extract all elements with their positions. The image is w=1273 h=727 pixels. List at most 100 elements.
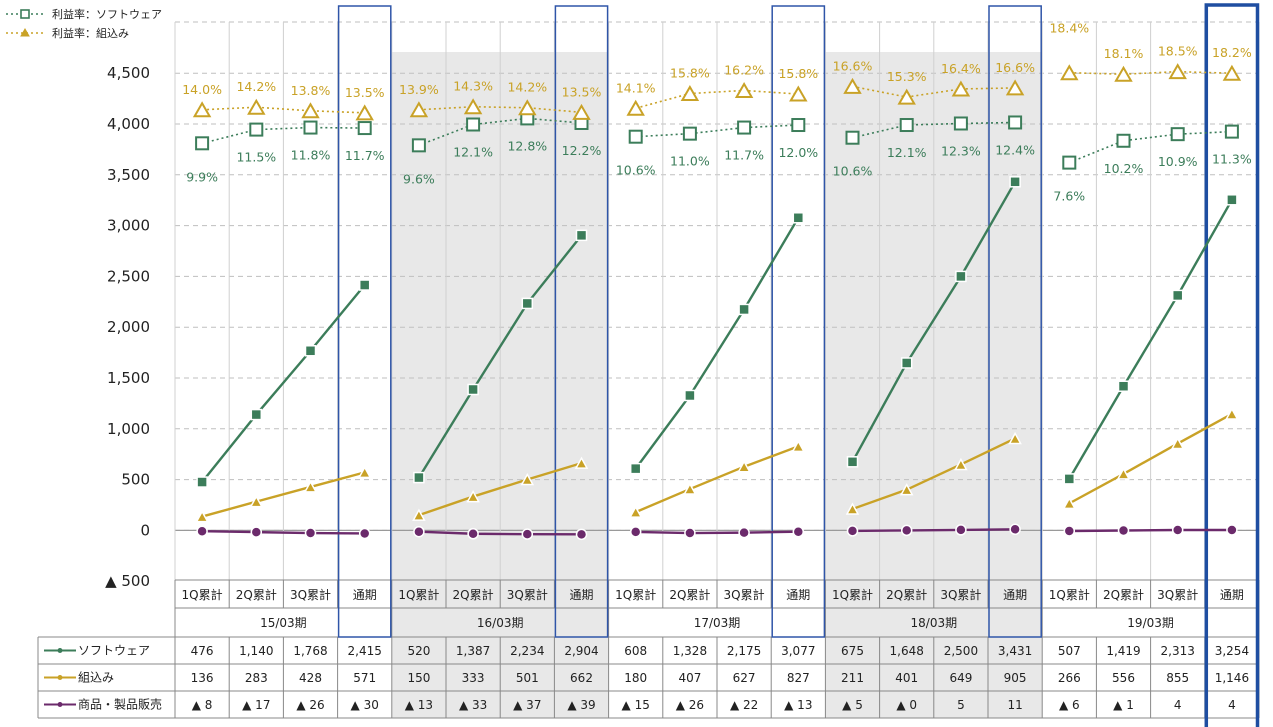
y-tick-label: 1,000 <box>107 420 150 438</box>
data-point <box>629 462 642 475</box>
series-line <box>1068 412 1233 505</box>
table-cell: 476 <box>191 644 214 658</box>
table-legend-marker <box>57 648 63 653</box>
margin-data-label: 11.7% <box>345 148 385 163</box>
category-label: 2Q累計 <box>453 587 494 602</box>
data-point <box>682 126 697 141</box>
data-point <box>626 99 645 116</box>
data-point <box>1222 64 1242 81</box>
table-cell: ▲ 15 <box>622 698 650 712</box>
category-label: 2Q累計 <box>1103 587 1144 602</box>
data-point <box>250 526 263 538</box>
category-label: 2Q累計 <box>236 587 277 602</box>
category-label: 1Q累計 <box>1049 587 1090 602</box>
margin-data-label: 11.3% <box>1212 152 1252 167</box>
margin-data-label: 9.9% <box>186 169 218 184</box>
data-point <box>846 456 859 468</box>
table-cell: 501 <box>516 671 539 685</box>
table-cell: ▲ 8 <box>192 698 213 712</box>
legend-label: 利益率：組込み <box>52 26 129 40</box>
period-label: 16/03期 <box>477 616 524 630</box>
series-line <box>418 461 582 517</box>
data-point <box>792 212 805 224</box>
y-tick-label: ▲ 500 <box>105 572 150 590</box>
table-cell: 1,648 <box>890 644 924 658</box>
data-point <box>1170 436 1185 450</box>
data-point <box>521 528 534 540</box>
table-cell: 150 <box>407 671 430 685</box>
table-cell: 2,234 <box>510 644 544 658</box>
series-line <box>417 234 583 479</box>
margin-data-label: 13.8% <box>291 83 331 98</box>
table-cell: 1,387 <box>456 644 490 658</box>
margin-data-label: 13.5% <box>345 85 385 100</box>
data-point <box>1005 79 1025 96</box>
data-point <box>192 101 212 118</box>
data-point <box>951 80 971 97</box>
data-point <box>358 527 371 540</box>
margin-data-label: 12.8% <box>507 138 547 153</box>
margin-data-label: 9.6% <box>403 171 435 186</box>
table-row-label: 商品・製品販売 <box>78 697 162 712</box>
table-cell: 3,254 <box>1215 644 1249 658</box>
data-point <box>1008 431 1022 445</box>
data-point <box>1225 407 1239 420</box>
margin-line <box>852 121 1016 139</box>
y-tick-label: 3,000 <box>107 217 150 235</box>
data-point <box>629 526 642 538</box>
table-cell: 211 <box>841 671 864 685</box>
margin-line <box>1069 70 1232 76</box>
period-label: 18/03期 <box>911 616 958 630</box>
series-line <box>635 530 799 535</box>
data-point <box>1116 467 1131 480</box>
fullyear-highlight-box <box>988 5 1042 638</box>
data-point <box>683 482 697 495</box>
table-cell: 855 <box>1166 671 1189 685</box>
data-point <box>1226 524 1238 536</box>
table-cell: 520 <box>407 644 430 658</box>
data-point <box>413 525 425 538</box>
table-cell: 3,431 <box>998 644 1032 658</box>
margin-data-label: 12.1% <box>453 145 493 160</box>
data-point <box>1009 523 1021 536</box>
category-label: 2Q累計 <box>669 587 710 602</box>
category-label: 3Q累計 <box>724 587 765 602</box>
category-label: 3Q累計 <box>507 587 548 602</box>
margin-data-label: 14.2% <box>236 79 276 94</box>
y-tick-label: 2,500 <box>107 267 150 285</box>
margin-data-label: 18.5% <box>1158 44 1198 59</box>
category-label: 3Q累計 <box>1157 587 1198 602</box>
table-cell: 266 <box>1058 671 1081 685</box>
table-cell: 571 <box>353 671 376 685</box>
data-point <box>1117 380 1130 392</box>
table-cell: ▲ 22 <box>730 698 758 712</box>
category-label: 通期 <box>1220 588 1244 602</box>
data-point <box>357 121 372 136</box>
table-cell: ▲ 13 <box>784 698 812 712</box>
data-point <box>409 101 429 118</box>
series-line <box>851 181 1017 463</box>
table-cell: 627 <box>733 671 756 685</box>
margin-data-label: 12.4% <box>995 142 1035 157</box>
data-point <box>845 502 860 515</box>
data-point <box>467 528 479 540</box>
data-point <box>628 505 643 518</box>
margin-data-label: 10.6% <box>616 163 656 178</box>
margin-data-label: 14.1% <box>616 80 656 95</box>
data-point <box>900 524 913 537</box>
series-line <box>634 217 800 470</box>
data-point <box>955 524 967 536</box>
table-cell: 2,415 <box>348 644 382 658</box>
table-cell: 4 <box>1228 698 1236 712</box>
margin-data-label: 10.6% <box>833 164 873 179</box>
data-point <box>250 408 263 421</box>
margin-data-label: 10.9% <box>1158 154 1198 169</box>
data-point <box>1168 63 1187 80</box>
margin-data-label: 12.1% <box>887 145 927 160</box>
data-point <box>304 527 317 539</box>
margin-data-label: 12.0% <box>778 145 818 160</box>
data-point <box>680 85 700 102</box>
data-point <box>463 98 483 115</box>
data-point <box>466 490 480 503</box>
table-cell: 2,500 <box>944 644 978 658</box>
